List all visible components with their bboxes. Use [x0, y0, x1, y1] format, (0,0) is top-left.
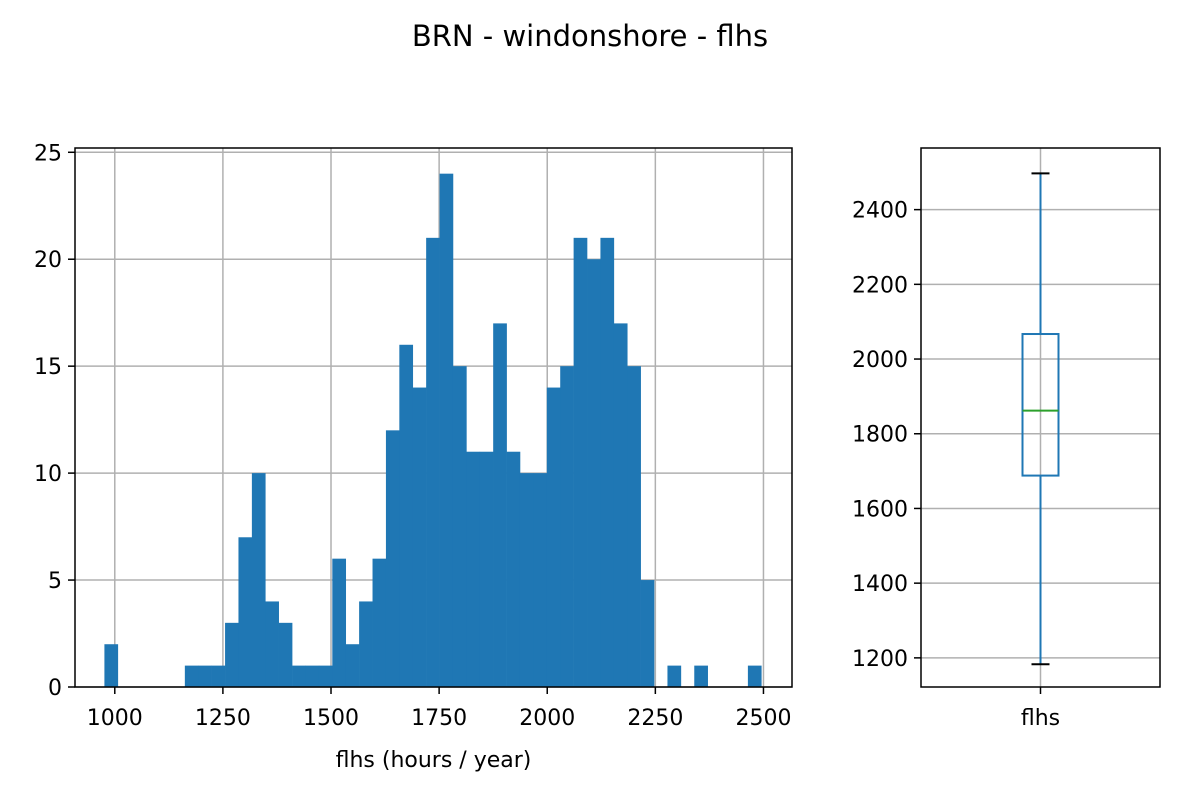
- histogram-bar: [667, 665, 682, 687]
- histogram-x-tick-label: 2250: [627, 706, 683, 731]
- histogram-bar: [627, 366, 641, 687]
- histogram-bar: [613, 323, 628, 687]
- boxplot-y-tick-label: 1200: [852, 647, 908, 672]
- histogram-bar: [345, 644, 360, 687]
- histogram-bar: [587, 259, 601, 687]
- histogram-bar: [104, 644, 119, 687]
- histogram-y-tick-label: 20: [34, 248, 62, 273]
- histogram-bar: [452, 366, 467, 687]
- boxplot-box: [1021, 333, 1060, 477]
- histogram-x-tick-label: 1250: [195, 706, 251, 731]
- histogram-x-tick-label: 1000: [87, 706, 143, 731]
- histogram-bar: [265, 601, 279, 687]
- boxplot-y-tick-label: 2000: [852, 348, 908, 373]
- histogram-bar: [466, 451, 481, 687]
- histogram-x-axis-label: flhs (hours / year): [336, 748, 532, 773]
- histogram-bar: [546, 387, 561, 687]
- histogram-bar: [238, 537, 253, 687]
- histogram-bar: [640, 580, 655, 687]
- histogram-bar: [184, 665, 199, 687]
- histogram-bar: [426, 237, 440, 688]
- histogram-bar: [600, 237, 615, 688]
- boxplot-category-label: flhs: [1021, 706, 1060, 731]
- histogram-bar: [305, 665, 320, 687]
- histogram-bar: [519, 473, 534, 687]
- chart-title: BRN - windonshore - flhs: [412, 19, 768, 53]
- histogram-bar: [225, 622, 239, 687]
- boxplot-y-tick-label: 1400: [852, 572, 908, 597]
- histogram-y-tick-label: 5: [48, 569, 62, 594]
- histogram-bar: [560, 366, 574, 687]
- histogram-frame: [74, 147, 793, 688]
- histogram-ticks: 1000 1250 1500 1750 2000 2250 2500 0 5 10 15 20 25: [34, 141, 791, 731]
- histogram-bar: [251, 473, 266, 687]
- boxplot-y-tick-label: 1600: [852, 497, 908, 522]
- histogram-y-tick-label: 25: [34, 141, 62, 166]
- histogram-y-tick-label: 0: [48, 676, 62, 701]
- histogram-bar: [359, 601, 373, 687]
- histogram-axes: 1000 1250 1500 1750 2000 2250 2500 0 5 10 15 20 25 f…: [34, 141, 793, 773]
- histogram-x-tick-label: 1750: [411, 706, 467, 731]
- histogram-bar: [385, 430, 400, 687]
- histogram-bar: [506, 451, 521, 687]
- histogram-bar: [439, 173, 454, 687]
- histogram-bar: [332, 558, 347, 687]
- histogram-bar: [573, 237, 588, 688]
- histogram-bar: [292, 665, 306, 687]
- histogram-bars: [104, 173, 762, 688]
- histogram-bar: [372, 558, 387, 687]
- histogram-bar: [533, 473, 548, 687]
- boxplot-y-tick-label: 1800: [852, 423, 908, 448]
- histogram-bar: [493, 323, 507, 687]
- histogram-bar: [278, 622, 293, 687]
- histogram-bar: [211, 665, 226, 687]
- histogram-x-tick-label: 2500: [735, 706, 791, 731]
- boxplot: [1021, 172, 1060, 666]
- boxplot-axes: 1200 1400 1600 1800 2000 2200 2400 flhs: [852, 147, 1161, 731]
- histogram-x-tick-label: 2000: [519, 706, 575, 731]
- boxplot-y-tick-label: 2200: [852, 273, 908, 298]
- histogram-bar: [412, 387, 427, 687]
- histogram-y-tick-label: 15: [34, 355, 62, 380]
- boxplot-y-tick-label: 2400: [852, 199, 908, 224]
- histogram-bar: [318, 665, 333, 687]
- histogram-bar: [694, 665, 708, 687]
- histogram-bar: [198, 665, 212, 687]
- histogram-x-tick-label: 1500: [303, 706, 359, 731]
- histogram-bar: [747, 665, 762, 687]
- histogram-y-tick-label: 10: [34, 462, 62, 487]
- histogram-bar: [399, 344, 414, 687]
- boxplot-ticks: 1200 1400 1600 1800 2000 2200 2400 flhs: [852, 199, 1060, 731]
- histogram-bar: [479, 451, 494, 687]
